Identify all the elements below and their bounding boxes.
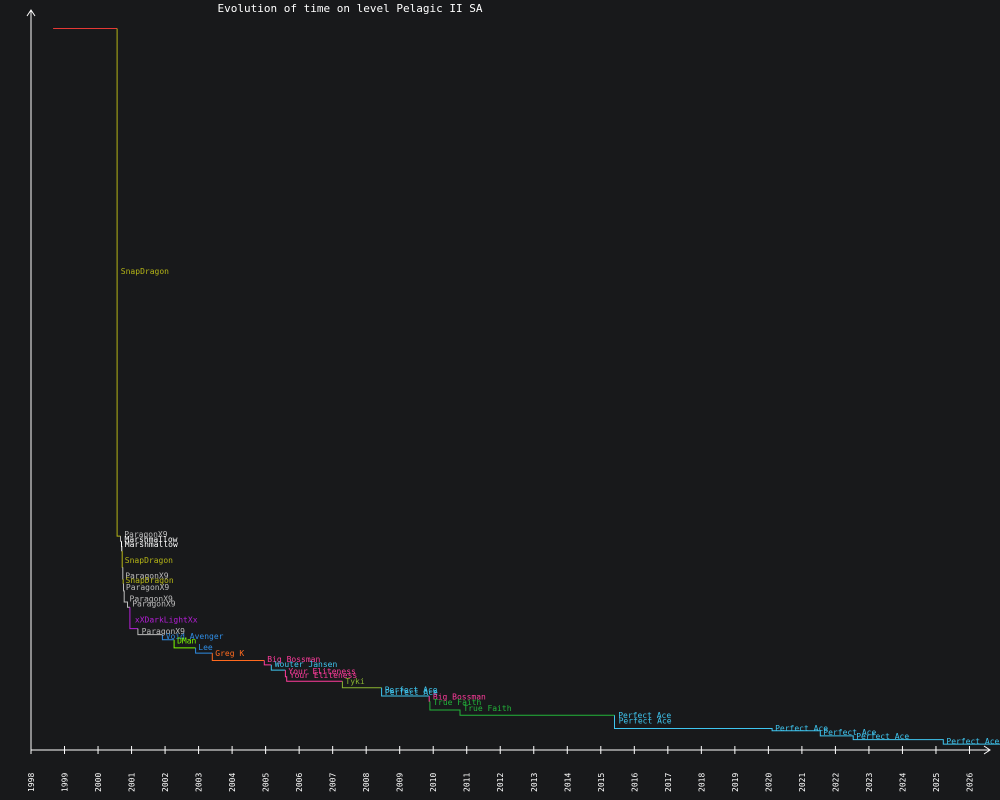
record-holder-label: ParagonX9 xyxy=(126,583,170,592)
record-holder-label: Perfect Ace xyxy=(618,711,671,720)
x-tick-label: 2019 xyxy=(731,773,740,792)
series-line xyxy=(161,634,175,641)
record-holder-label: True Faith xyxy=(463,704,511,713)
chart-title: Evolution of time on level Pelagic II SA xyxy=(218,2,483,15)
x-tick-label: 2022 xyxy=(831,773,840,792)
record-holder-label: Wouter Jansen xyxy=(275,660,338,669)
x-tick-label: 2009 xyxy=(396,773,405,792)
series-line xyxy=(614,715,1000,745)
record-holder-label: True Faith xyxy=(433,698,481,707)
x-tick-label: 2016 xyxy=(630,773,639,792)
x-tick-label: 2002 xyxy=(161,773,170,792)
x-tick-label: 2026 xyxy=(965,773,974,792)
y-axis-arrow xyxy=(26,9,36,17)
x-tick-label: 2021 xyxy=(798,773,807,792)
x-tick-label: 2007 xyxy=(329,773,338,792)
record-holder-label: Marshmallow xyxy=(125,535,178,544)
series-line xyxy=(284,670,343,682)
x-tick-label: 2025 xyxy=(932,773,941,792)
series-line xyxy=(341,681,382,689)
x-ticks: 1998 1999 2000 2001 2002 2003 2004 2005 2006 2007… xyxy=(27,746,974,792)
record-holder-label: Perfect Ace xyxy=(619,716,672,725)
record-holder-label: Perfect Ace xyxy=(775,724,828,733)
series-line xyxy=(173,639,196,649)
x-tick-label: 2010 xyxy=(429,773,438,792)
x-tick-label: 2004 xyxy=(228,773,237,792)
series-line xyxy=(120,536,122,542)
record-holder-label: DMan xyxy=(177,636,196,645)
step-labels: SnapDragonParagonX9MarshmallowMarshmallo… xyxy=(121,267,1000,746)
x-tick-label: 2003 xyxy=(195,773,204,792)
record-holder-label: Greg K xyxy=(215,649,244,658)
x-tick-label: 2018 xyxy=(697,773,706,792)
axes xyxy=(26,9,991,755)
record-holder-label: Marshmallow xyxy=(125,540,178,549)
record-holder-label: ParagonX9 xyxy=(132,599,176,608)
record-holder-label: Lee xyxy=(198,643,213,652)
record-holder-label: Big Bossman xyxy=(433,693,486,702)
record-holder-label: ParagonX9 xyxy=(130,594,174,603)
record-holder-label: ParagonX9 xyxy=(125,571,169,580)
x-tick-label: 2001 xyxy=(128,773,137,792)
record-holder-label: Perfect Ace xyxy=(946,737,999,746)
record-holder-label: SnapDragon xyxy=(121,267,169,276)
x-axis-arrow xyxy=(983,745,991,755)
record-holder-label: ParagonX9 xyxy=(142,627,186,636)
x-tick-label: 2006 xyxy=(295,773,304,792)
x-tick-label: 2024 xyxy=(898,773,907,792)
series-line xyxy=(121,541,123,552)
series-line xyxy=(211,653,265,661)
record-holder-label: SnapDragon xyxy=(125,556,173,565)
series-line xyxy=(381,687,430,697)
x-tick-label: 2014 xyxy=(563,773,572,792)
record-holder-label: Perfect Ace xyxy=(385,688,438,697)
series-line xyxy=(263,660,272,666)
record-holder-label: Void Avenger xyxy=(166,632,224,641)
x-tick-label: 1998 xyxy=(27,773,36,792)
x-tick-label: 2000 xyxy=(94,773,103,792)
record-holder-label: Perfect Ace xyxy=(823,728,876,737)
record-holder-label: SnapDragon xyxy=(126,576,174,585)
x-tick-label: 2012 xyxy=(496,773,505,792)
series-line xyxy=(429,701,615,716)
record-holder-label: Your Eliteness xyxy=(288,667,356,676)
x-tick-label: 2008 xyxy=(362,773,371,792)
record-holder-label: xXDarkLightXx xyxy=(135,616,198,625)
x-tick-label: 2013 xyxy=(530,773,539,792)
record-holder-label: ParagonX9 xyxy=(124,530,168,539)
record-holder-label: Perfect Ace xyxy=(385,685,438,694)
x-tick-label: 2011 xyxy=(463,773,472,792)
x-tick-label: 1999 xyxy=(61,773,70,792)
x-tick-label: 2020 xyxy=(764,773,773,792)
x-tick-label: 2015 xyxy=(597,773,606,792)
series-line xyxy=(195,647,213,654)
series-line xyxy=(121,550,123,568)
record-holder-label: Your Eliteness xyxy=(290,671,358,680)
record-holder-label: Perfect Ace xyxy=(856,732,909,741)
record-holder-label: Big Bossman xyxy=(267,655,320,664)
x-tick-label: 2023 xyxy=(865,773,874,792)
series-layer xyxy=(53,28,1000,745)
series-line xyxy=(137,628,163,636)
x-tick-label: 2017 xyxy=(664,773,673,792)
x-tick-label: 2005 xyxy=(262,773,271,792)
record-holder-label: Tyki xyxy=(345,677,364,686)
series-line xyxy=(116,28,121,537)
series-line xyxy=(270,664,286,671)
series-line xyxy=(129,607,138,630)
series-line xyxy=(123,583,130,608)
